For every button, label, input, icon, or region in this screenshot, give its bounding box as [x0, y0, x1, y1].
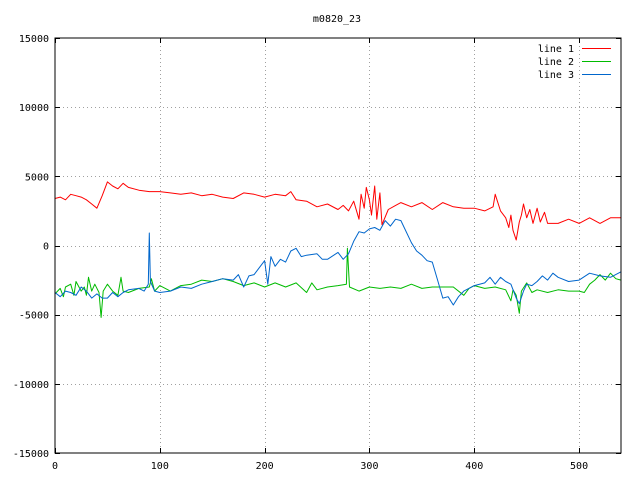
legend: line 1 line 2 line 3: [538, 44, 611, 81]
y-tick-label: 5000: [25, 172, 49, 183]
legend-label-1: line 1: [538, 44, 574, 55]
axis-ticks: [55, 38, 621, 454]
legend-label-2: line 2: [538, 57, 574, 68]
y-tick-label: -15000: [13, 449, 49, 460]
y-tick-label: -10000: [13, 380, 49, 391]
x-tick-label: 0: [52, 461, 58, 472]
x-axis-tick-labels: 0 100 200 300 400 500: [52, 461, 588, 472]
series-line-1: [54, 181, 621, 241]
chart-title: m0820_23: [313, 14, 361, 25]
grid-lines: [55, 38, 621, 453]
x-tick-label: 500: [570, 461, 588, 472]
x-tick-label: 100: [151, 461, 169, 472]
y-tick-label: 10000: [19, 103, 49, 114]
legend-label-3: line 3: [538, 70, 574, 81]
x-tick-label: 400: [465, 461, 483, 472]
y-tick-label: -5000: [19, 311, 49, 322]
series-lines: [54, 181, 622, 318]
y-axis-tick-labels: -15000 -10000 -5000 0 5000 10000 15000: [13, 34, 49, 460]
x-tick-label: 300: [360, 461, 378, 472]
plot-frame: [54, 37, 622, 454]
y-tick-label: 0: [43, 242, 49, 253]
x-tick-label: 200: [256, 461, 274, 472]
series-line-3: [54, 218, 622, 306]
y-tick-label: 15000: [19, 34, 49, 45]
